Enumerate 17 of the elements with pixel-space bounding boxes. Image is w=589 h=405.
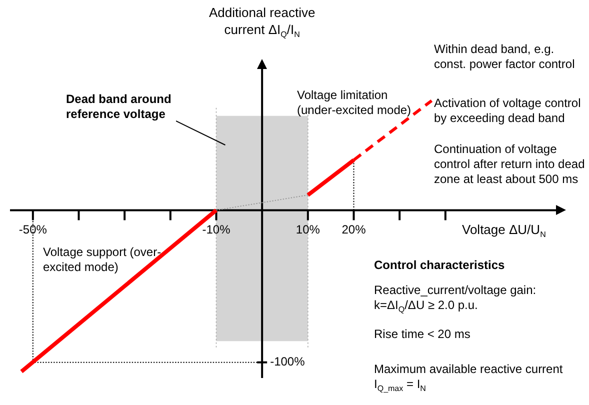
x-tick-label: -10% — [202, 222, 231, 237]
band-label: Dead band around reference voltage — [66, 92, 172, 122]
x-tick-label: -50% — [18, 222, 48, 237]
y-axis-title: Additional reactive current ΔI$_{Q}$/I$_{N}$ — [208, 4, 316, 39]
annotation: -100% — [270, 354, 306, 369]
annotation: Continuation of voltage control after return into dead zone at least about 500 ms — [434, 142, 586, 187]
x-tick-label: 10% — [296, 222, 320, 237]
x-tick-label: 20% — [342, 222, 366, 237]
text: Within dead band, e.g. const. power factor control — [434, 42, 576, 72]
annotation: Reactive_current/voltage gain: k=ΔI$_{Q}$/ΔU ≥ 2.0 p.u. — [374, 283, 538, 314]
annotation: Rise time < 20 ms — [374, 327, 472, 342]
annotation: Voltage support (over-excited mode) — [43, 245, 162, 275]
annotation: Control characteristics — [374, 258, 506, 273]
annotation: Voltage limitation (under-excited mode) — [297, 88, 412, 118]
annotation: Maximum available reactive current I$_{Q_max}$ = I$_{N}$ — [374, 362, 564, 393]
x-axis-title: Voltage ΔU/U$_{N}$ — [462, 222, 547, 240]
annotation: Activation of voltage control by exceeding dead band — [434, 96, 582, 126]
